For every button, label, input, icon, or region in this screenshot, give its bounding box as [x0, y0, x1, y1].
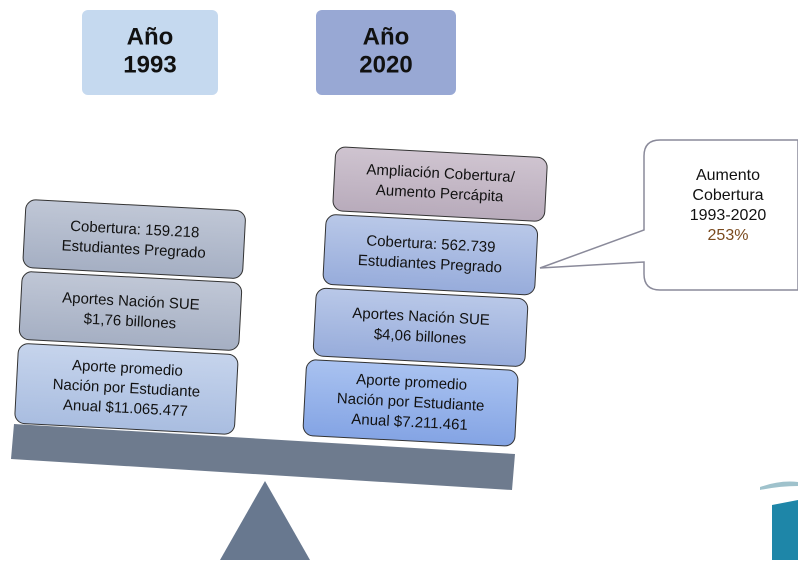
- callout-text: 1993-2020: [690, 207, 767, 224]
- header-box: [82, 10, 218, 95]
- box-text: $4,06 billones: [373, 326, 466, 348]
- right-stack: Ampliación Cobertura/ Aumento Percápita …: [302, 146, 548, 447]
- header-text: 1993: [123, 51, 176, 78]
- header-box: [316, 10, 456, 95]
- decoration: [772, 500, 798, 560]
- box: [312, 287, 529, 367]
- box: [18, 271, 243, 351]
- header-text: Año: [127, 23, 174, 50]
- header-text: Año: [363, 23, 410, 50]
- fulcrum: [220, 481, 310, 560]
- box: [14, 343, 239, 435]
- box: [322, 214, 539, 296]
- callout-highlight: 253%: [708, 227, 749, 244]
- box-text: Cobertura: 159.218: [70, 218, 200, 242]
- beam: [11, 424, 515, 490]
- callout: [539, 139, 798, 291]
- left-stack: Cobertura: 159.218 Estudiantes Pregrado …: [14, 199, 246, 435]
- box-text: Anual $7.211.461: [351, 411, 468, 434]
- box-text: Aumento Percápita: [375, 182, 504, 206]
- box-text: Cobertura: 562.739: [366, 232, 496, 256]
- box: [22, 199, 246, 279]
- box-text: $1,76 billones: [83, 311, 176, 333]
- callout-text: Aumento: [696, 167, 760, 184]
- header-text: 2020: [359, 51, 412, 78]
- box-text: Aporte promedio: [356, 371, 468, 394]
- callout-text: Cobertura: [692, 187, 763, 204]
- box-text: Anual $11.065.477: [63, 397, 189, 421]
- box: [302, 359, 519, 447]
- decoration: [760, 481, 798, 490]
- box-text: Aporte promedio: [72, 357, 184, 380]
- box: [332, 146, 548, 222]
